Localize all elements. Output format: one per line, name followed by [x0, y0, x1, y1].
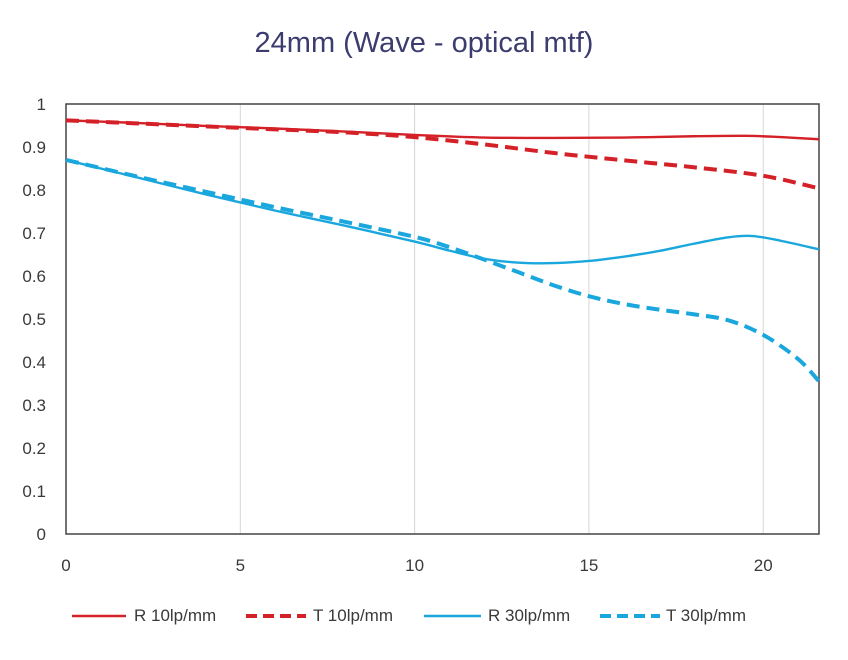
- y-tick-label: 0.7: [22, 224, 46, 243]
- y-tick-label: 0.4: [22, 353, 46, 372]
- legend-label: R 10lp/mm: [134, 606, 216, 625]
- series-line-t-30lp-mm: [65, 157, 821, 383]
- grid-lines: [239, 104, 764, 534]
- y-tick-label: 0.5: [22, 310, 46, 329]
- legend-label: T 10lp/mm: [313, 606, 393, 625]
- y-tick-label: 0.6: [22, 267, 46, 286]
- x-tick-label: 0: [61, 556, 70, 575]
- series-line-r-30lp-mm: [65, 158, 820, 265]
- y-tick-label: 0.9: [22, 138, 46, 157]
- y-tick-label: 1: [37, 95, 46, 114]
- axes: [65, 103, 820, 535]
- series-line-t-10lp-mm: [65, 118, 820, 191]
- series-lines: [65, 118, 821, 383]
- y-tick-label: 0.8: [22, 181, 46, 200]
- x-tick-label: 10: [405, 556, 424, 575]
- y-tick-label: 0.3: [22, 396, 46, 415]
- legend-label: T 30lp/mm: [666, 606, 746, 625]
- y-tick-label: 0.1: [22, 482, 46, 501]
- legend: R 10lp/mm T 10lp/mm R 30lp/mm T 30lp/mm: [72, 606, 746, 625]
- x-tick-label: 5: [236, 556, 245, 575]
- y-tick-label: 0: [37, 525, 46, 544]
- x-tick-label: 15: [579, 556, 598, 575]
- series-line-r-10lp-mm: [65, 119, 820, 141]
- plot-frame: [65, 103, 820, 535]
- y-tick-label: 0.2: [22, 439, 46, 458]
- chart-title: 24mm (Wave - optical mtf): [255, 27, 594, 59]
- x-tick-label: 20: [754, 556, 773, 575]
- tick-labels: 00.10.20.30.40.50.60.70.80.910 5 10 15 20: [22, 95, 772, 575]
- legend-label: R 30lp/mm: [488, 606, 570, 625]
